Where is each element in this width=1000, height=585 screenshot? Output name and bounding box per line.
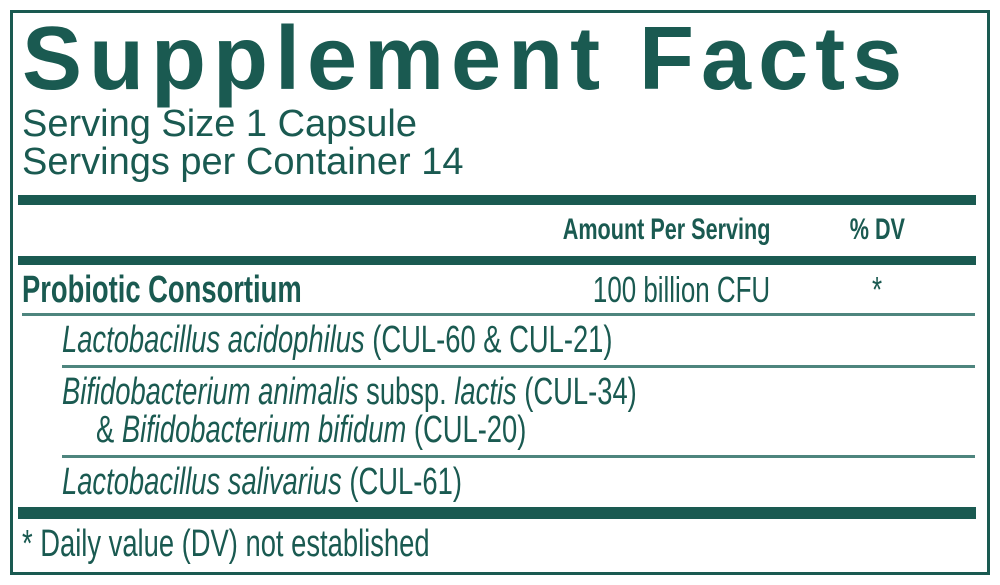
amount-cell: 100 billion CFU	[524, 271, 780, 309]
dv-asterisk: *	[872, 269, 883, 310]
strain-code: (CUL-34)	[524, 371, 637, 413]
species-name: Bifidobacterium animalis	[62, 371, 359, 413]
panel-title: Supplement Facts	[22, 9, 910, 109]
amount-value: 100 billion CFU	[592, 269, 770, 310]
strain-code: (CUL-61)	[349, 461, 462, 503]
strain-code: (CUL-60 & CUL-21)	[372, 319, 613, 361]
servings-per-container-text: Servings per Container 14	[22, 141, 464, 183]
thin-rule-3	[62, 455, 975, 458]
thick-rule-bottom	[18, 507, 976, 519]
ingredient-name-cell: Probiotic Consortium	[22, 271, 524, 309]
subspecies-name: lactis	[454, 371, 517, 413]
table-row-lactobacillus-acidophilus: Lactobacillus acidophilus (CUL-60 & CUL-…	[22, 316, 975, 365]
thick-rule-mid	[18, 256, 976, 265]
amount-per-serving-header: Amount Per Serving	[562, 213, 770, 246]
species-name: Bifidobacterium bifidum	[121, 409, 407, 451]
header-dv-cell: % DV	[780, 213, 975, 247]
table-row-bifidobacterium: Bifidobacterium animalis subsp. lactis (…	[22, 368, 975, 455]
ingredient-line: Lactobacillus acidophilus (CUL-60 & CUL-…	[62, 321, 613, 359]
bifidobacterium-line-2: & Bifidobacterium bifidum (CUL-20)	[96, 411, 975, 449]
header-amount-cell: Amount Per Serving	[482, 213, 780, 247]
thin-rule-2	[62, 365, 975, 368]
bifidobacterium-line-1: Bifidobacterium animalis subsp. lactis (…	[62, 373, 975, 411]
subsp-label: subsp.	[366, 371, 447, 413]
strain-code: (CUL-20)	[413, 409, 527, 451]
ingredient-line: Lactobacillus salivarius (CUL-61)	[62, 463, 462, 501]
footnote-text: * Daily value (DV) not established	[22, 523, 430, 565]
table-header-row: Amount Per Serving % DV	[22, 205, 975, 256]
dv-footnote: * Daily value (DV) not established	[22, 519, 975, 563]
ampersand: &	[96, 409, 115, 451]
species-name: Lactobacillus salivarius	[62, 461, 342, 503]
percent-dv-header: % DV	[849, 213, 906, 246]
ingredient-line: & Bifidobacterium bifidum (CUL-20)	[96, 411, 526, 449]
table-row-probiotic-consortium: Probiotic Consortium 100 billion CFU *	[22, 265, 975, 313]
serving-info: Serving Size 1 Capsule Servings per Cont…	[22, 105, 975, 181]
thin-rule-1	[22, 313, 975, 316]
species-name: Lactobacillus acidophilus	[62, 319, 365, 361]
table-row-lactobacillus-salivarius: Lactobacillus salivarius (CUL-61)	[22, 458, 975, 507]
supplement-facts-panel: Supplement Facts Serving Size 1 Capsule …	[10, 10, 990, 575]
thick-rule-top	[18, 195, 976, 205]
serving-size-text: Serving Size 1 Capsule	[22, 103, 417, 145]
ingredient-line: Bifidobacterium animalis subsp. lactis (…	[62, 373, 637, 411]
probiotic-consortium-name: Probiotic Consortium	[22, 269, 302, 311]
dv-cell: *	[780, 271, 975, 309]
